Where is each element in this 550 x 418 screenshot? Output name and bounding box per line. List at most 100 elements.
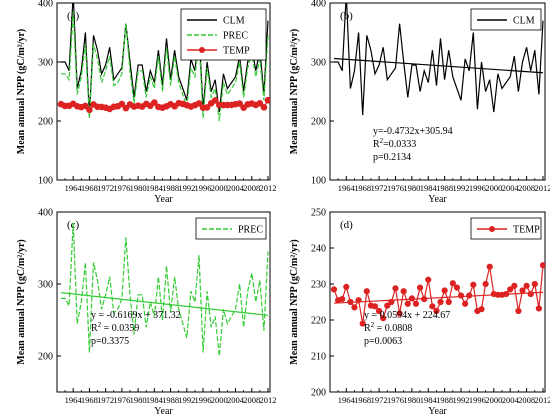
x-tick-label: 1972 xyxy=(97,395,114,405)
r-squared-text: R2=0.0333 xyxy=(373,137,416,150)
data-point-temp xyxy=(151,99,158,106)
y-tick-label: 240 xyxy=(311,244,326,255)
y-tick-label: 200 xyxy=(311,388,326,399)
data-point-temp xyxy=(256,100,264,107)
data-point-temp xyxy=(445,298,452,306)
y-tick-label: 400 xyxy=(38,0,53,10)
data-point-temp xyxy=(486,263,493,270)
legend-marker xyxy=(489,226,495,232)
data-point-temp xyxy=(412,300,420,307)
legend-label-prec: PREC xyxy=(238,225,263,236)
x-tick-label: 2000 xyxy=(485,183,502,193)
data-point-temp xyxy=(400,288,407,295)
data-point-temp xyxy=(511,282,518,289)
x-tick-label: 1980 xyxy=(130,183,147,193)
x-tick-label: 1964 xyxy=(65,395,83,405)
data-point-temp xyxy=(122,104,130,112)
data-point-temp xyxy=(416,284,424,291)
y-axis-label: Mean annual NPP (gC/m²/yr) xyxy=(289,239,300,365)
y-tick-label: 200 xyxy=(38,117,53,128)
p-value-text: p=0.3375 xyxy=(91,336,129,347)
data-point-temp xyxy=(392,285,399,292)
data-point-temp xyxy=(236,100,243,107)
data-point-temp xyxy=(384,302,391,309)
x-tick-label: 2004 xyxy=(227,183,245,193)
r-superscript: 2 xyxy=(371,321,375,329)
x-axis-label: Year xyxy=(154,194,173,205)
legend-label-temp: TEMP xyxy=(223,46,250,57)
trend-line xyxy=(333,291,544,304)
x-tick-label: 2004 xyxy=(502,395,520,405)
data-point-temp xyxy=(470,281,477,288)
x-tick-label: 2012 xyxy=(535,183,550,193)
data-point-temp xyxy=(363,288,370,295)
x-tick-label: 2012 xyxy=(535,395,550,405)
data-point-temp xyxy=(523,282,530,289)
x-axis-label: Year xyxy=(154,406,173,417)
data-point-temp xyxy=(478,306,485,313)
x-tick-label: 1992 xyxy=(178,395,195,405)
r-squared-text: R2 = 0.0808 xyxy=(364,321,412,334)
data-point-temp xyxy=(535,305,543,312)
r-symbol: R xyxy=(373,139,380,150)
p-value-text: p=0.2134 xyxy=(373,152,411,163)
data-point-temp xyxy=(507,286,514,293)
r-symbol: R xyxy=(364,323,371,334)
y-tick-label: 200 xyxy=(38,352,53,363)
y-tick-label: 230 xyxy=(311,280,326,291)
data-point-temp xyxy=(462,300,469,307)
plot-frame xyxy=(56,211,271,393)
y-tick-label: 400 xyxy=(38,208,53,219)
data-point-temp xyxy=(519,287,526,294)
x-tick-label: 1968 xyxy=(81,395,98,405)
legend-marker xyxy=(199,47,205,53)
data-point-temp xyxy=(359,320,366,327)
data-point-temp xyxy=(343,283,350,290)
plot-area xyxy=(57,3,270,122)
trend-line xyxy=(333,57,544,74)
x-tick-label: 1968 xyxy=(354,395,371,405)
data-point-temp xyxy=(425,276,432,283)
data-point-temp xyxy=(539,262,545,269)
equation-text: y = -0.6169x + 371.32 xyxy=(91,310,181,321)
data-point-temp xyxy=(457,292,465,299)
data-point-temp xyxy=(339,296,346,303)
r-superscript: 2 xyxy=(380,137,384,145)
x-tick-label: 2000 xyxy=(485,395,502,405)
x-tick-label: 2008 xyxy=(518,395,535,405)
y-tick-label: 100 xyxy=(311,176,326,187)
data-point-temp xyxy=(453,284,461,291)
series-line-clm xyxy=(61,3,269,116)
series-line-prec xyxy=(61,222,269,357)
y-axis-label: Mean annual NPP (gC/m²/yr) xyxy=(289,29,300,155)
x-tick-label: 1968 xyxy=(354,183,371,193)
panel-label: (b) xyxy=(340,10,353,22)
x-axis-label: Year xyxy=(428,406,447,417)
x-tick-label: 1992 xyxy=(178,183,195,193)
legend: CLM PREC TEMP xyxy=(180,8,267,61)
plot-area xyxy=(330,262,545,327)
x-tick-label: 1996 xyxy=(469,395,486,405)
x-tick-label: 1964 xyxy=(338,395,356,405)
x-tick-label: 1992 xyxy=(453,183,470,193)
x-tick-label: 1988 xyxy=(162,183,179,193)
x-tick-label: 1980 xyxy=(403,183,420,193)
series-line-prec xyxy=(61,11,269,122)
legend-label-clm: CLM xyxy=(513,16,535,27)
data-point-temp xyxy=(375,307,383,315)
plot-area xyxy=(333,3,544,116)
data-point-temp xyxy=(404,300,411,307)
panel-label: (a) xyxy=(67,10,80,22)
x-axis-label: Year xyxy=(428,194,447,205)
data-point-temp xyxy=(118,100,126,108)
y-tick-label: 300 xyxy=(311,58,326,69)
plot-frame xyxy=(329,211,546,393)
y-axis-label: Mean annual NPP (gC/m²/yr) xyxy=(16,239,27,365)
x-tick-label: 1988 xyxy=(436,395,453,405)
x-tick-label: 1996 xyxy=(195,183,212,193)
